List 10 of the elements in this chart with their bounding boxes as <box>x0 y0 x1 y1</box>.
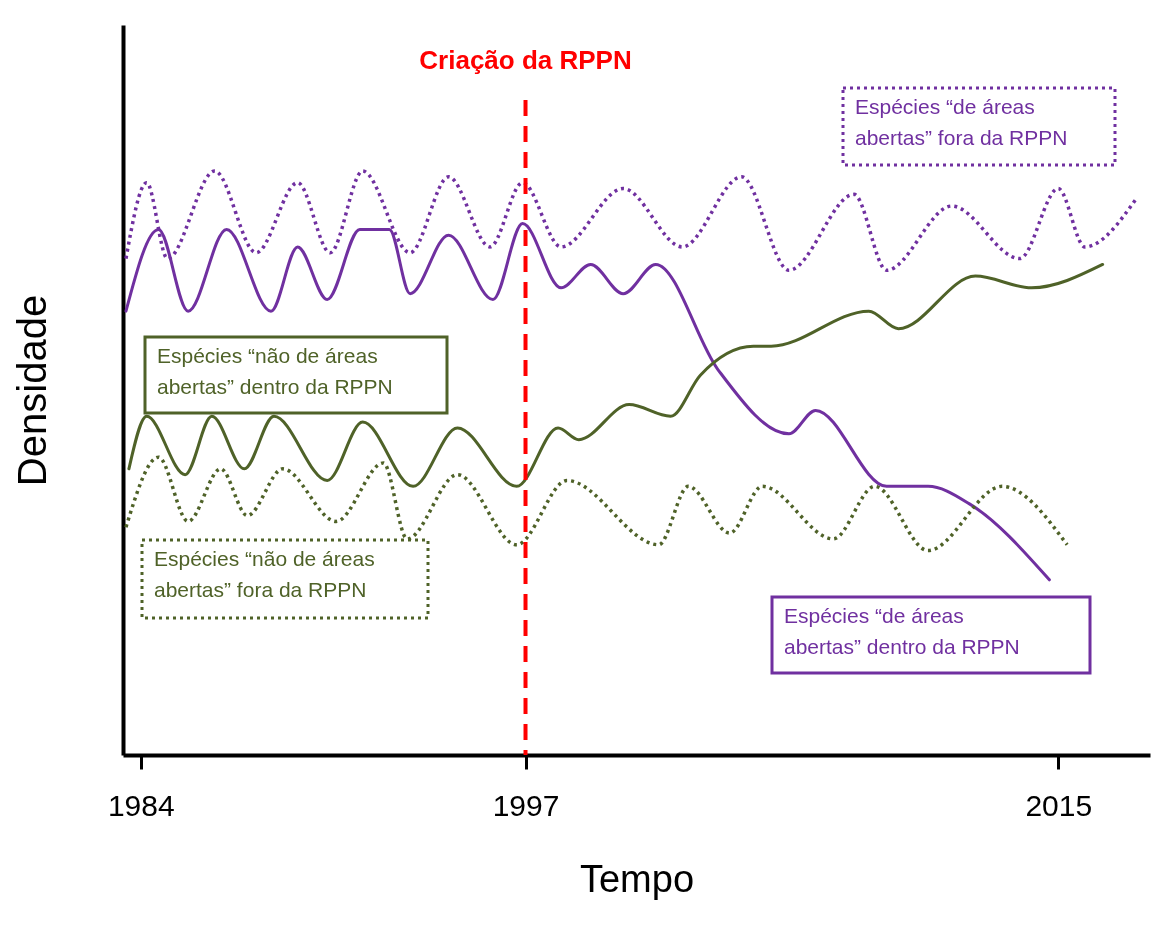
x-tick-label: 1984 <box>107 788 175 822</box>
series-label: Espécies “não de áreas abertas” dentro da RPPN <box>157 344 393 398</box>
series-label: Espécies “de áreas abertas” fora da RPPN <box>855 95 1068 149</box>
series-label: Espécies “não de áreas abertas” fora da RPPN <box>154 547 375 601</box>
x-tick-label: 2015 <box>1025 788 1093 822</box>
series-label: Espécies “de áreas abertas” dentro da RPPN <box>784 604 1020 658</box>
x-axis-title: Tempo <box>579 857 695 900</box>
ref-line-label: Criação da RPPN <box>419 45 632 75</box>
y-axis-title: Densidade <box>9 294 54 487</box>
x-tick-label: 1997 <box>492 788 560 822</box>
